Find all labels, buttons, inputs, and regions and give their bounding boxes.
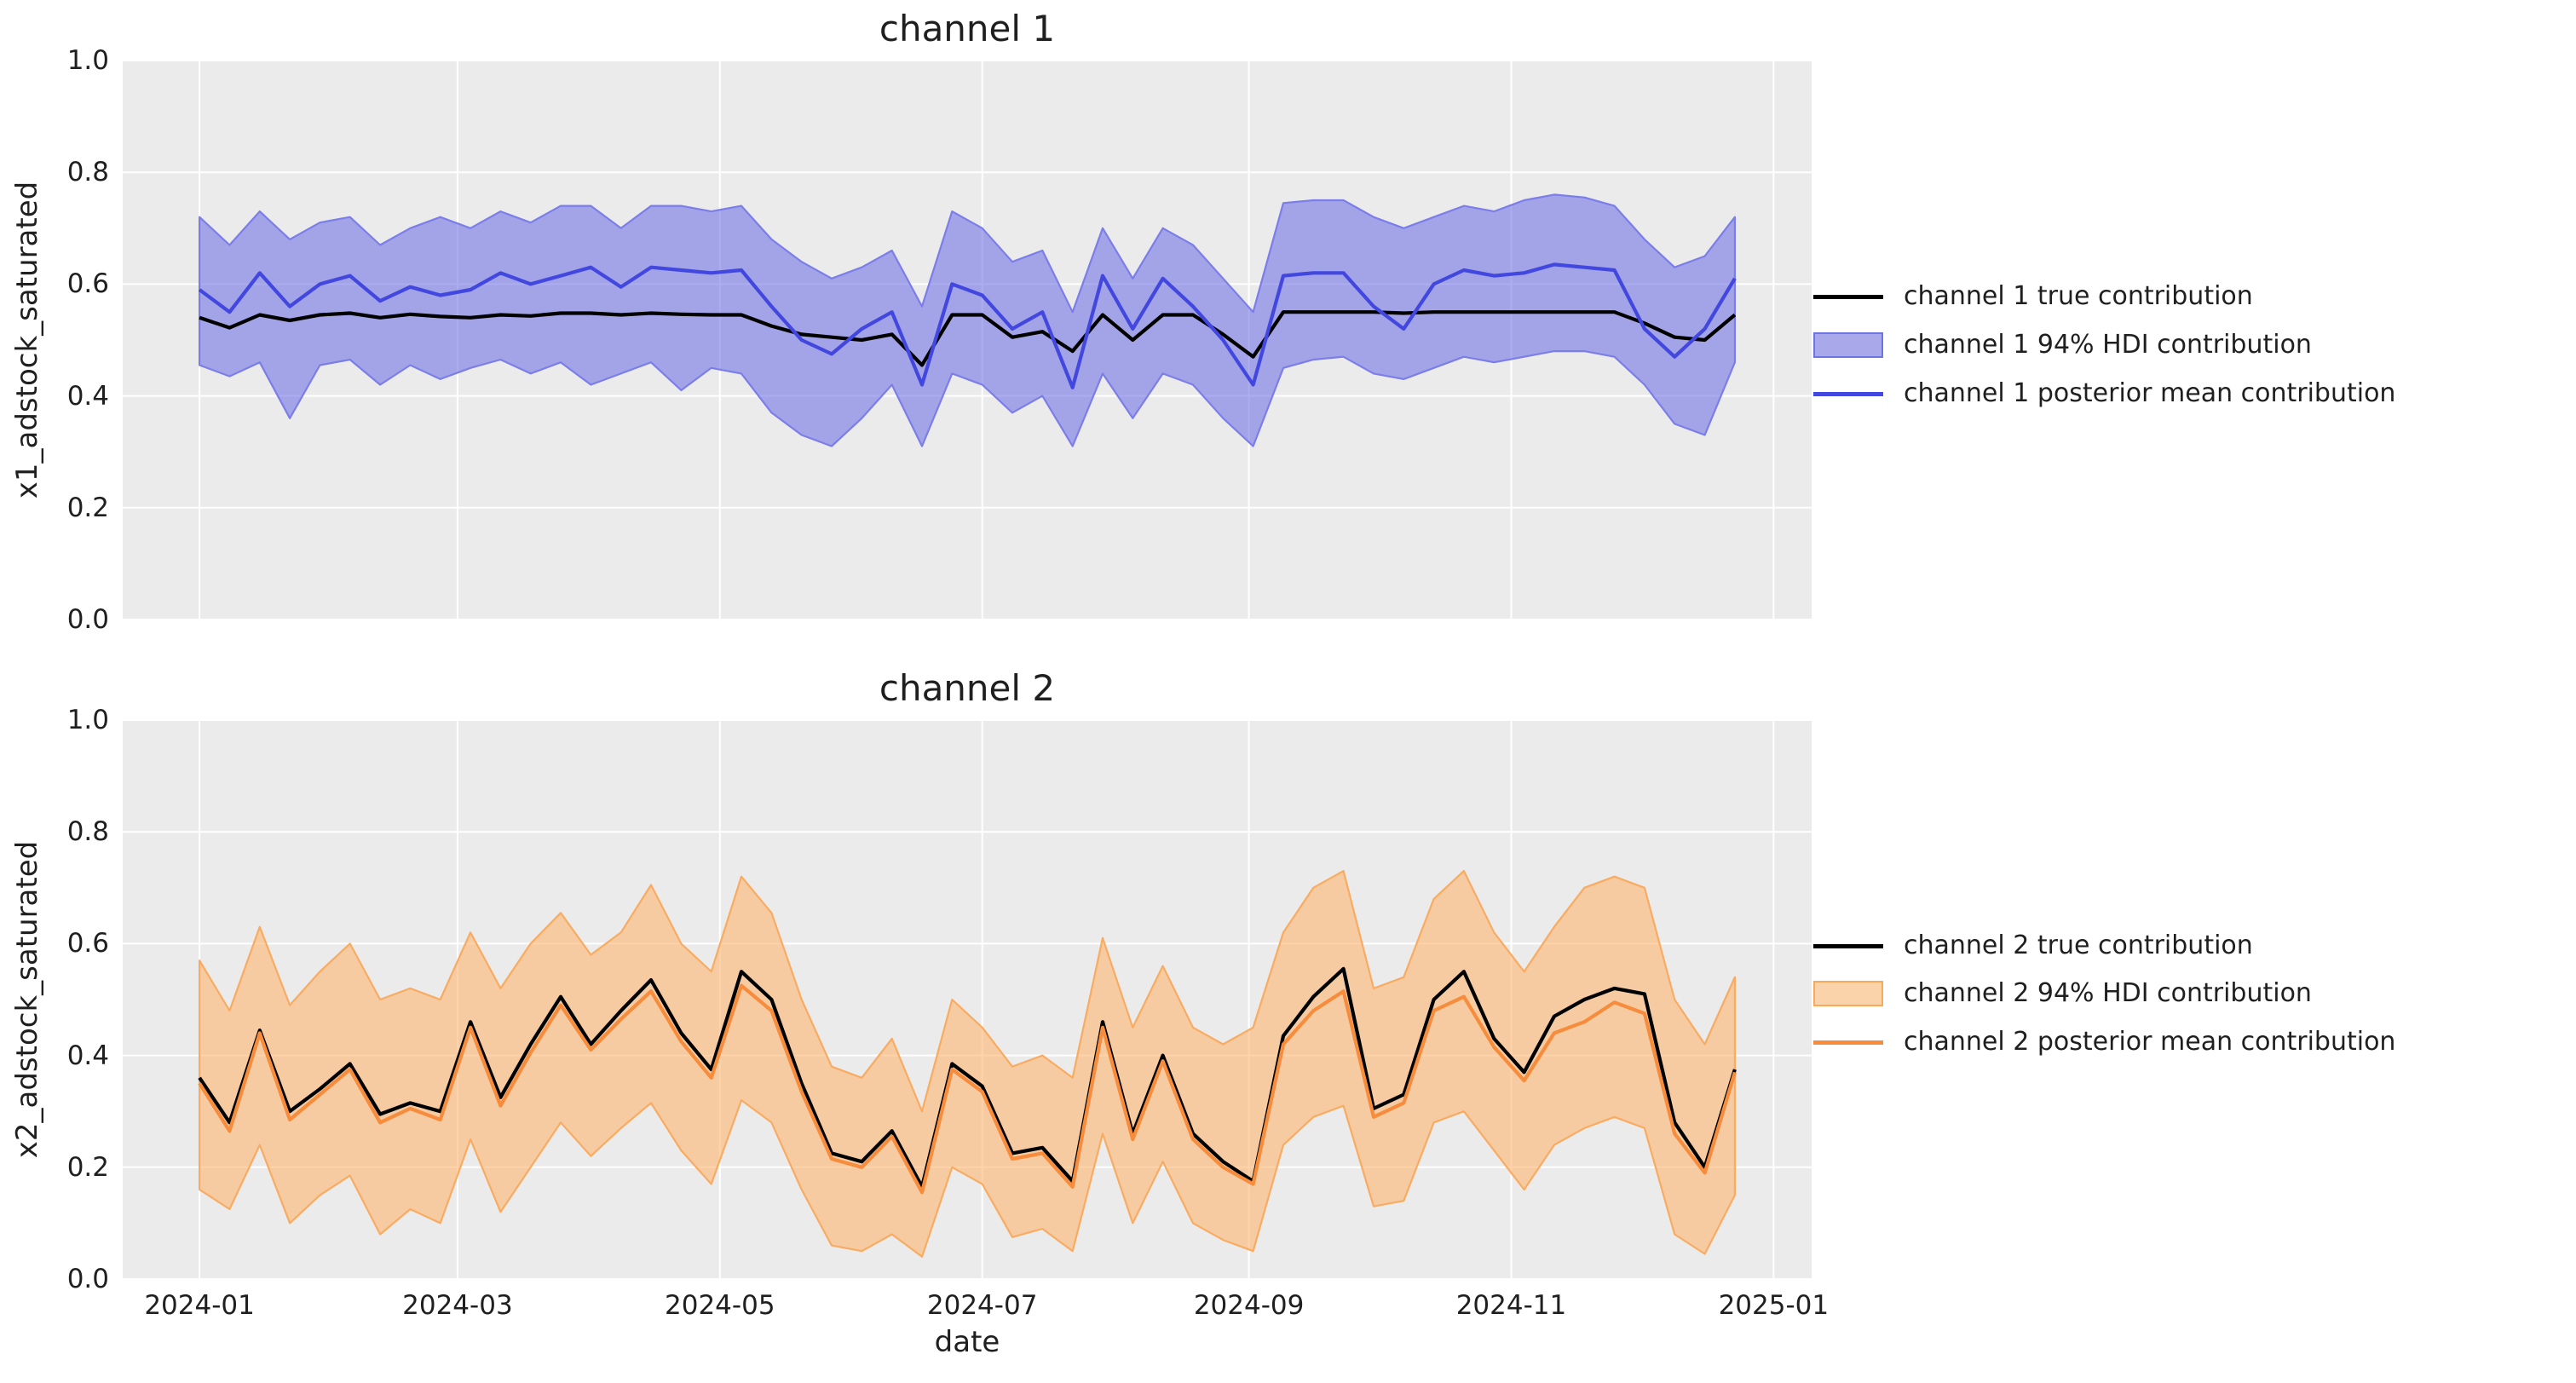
legend-row-hdi-contribution: channel 2 94% HDI contribution	[1813, 978, 2312, 1009]
x-tick-label: 2024-05	[665, 1290, 775, 1321]
x-tick-label: 2024-09	[1193, 1290, 1305, 1321]
y-tick-label: 0.2	[66, 492, 109, 523]
posterior-mean-line-swatch-icon	[1813, 1040, 1883, 1045]
chart-title-channel-2: channel 2	[879, 667, 1056, 709]
y-tick-label: 0.4	[66, 380, 109, 412]
x-axis-label: date	[934, 1325, 1000, 1359]
legend-row-hdi-contribution: channel 1 94% HDI contribution	[1813, 330, 2312, 360]
chart-title-channel-1: channel 1	[879, 8, 1056, 49]
true-line-swatch-icon	[1813, 294, 1883, 299]
legend-row-true-contribution: channel 2 true contribution	[1813, 931, 2253, 961]
x-tick-label: 2024-01	[144, 1290, 255, 1321]
y-tick-label: 1.0	[66, 705, 109, 735]
y-tick-label: 0.8	[66, 816, 109, 848]
legend-row-true-contribution: channel 1 true contribution	[1813, 281, 2253, 312]
posterior-mean-line-swatch-icon	[1813, 391, 1883, 396]
legend-row-posterior-mean: channel 1 posterior mean contribution	[1813, 378, 2395, 409]
true-line-swatch-icon	[1813, 943, 1883, 948]
legend-label-posterior-mean: channel 2 posterior mean contribution	[1904, 1027, 2396, 1057]
y-tick-label: 1.0	[66, 45, 109, 76]
plot-area-channel-1	[123, 61, 1812, 619]
y-tick-label: 0.6	[66, 928, 109, 959]
legend-label-hdi: channel 1 94% HDI contribution	[1904, 330, 2312, 360]
y-tick-label: 0.0	[66, 1264, 109, 1294]
hdi-band-swatch-icon	[1813, 332, 1883, 358]
x-tick-label: 2024-11	[1455, 1290, 1567, 1321]
y-tick-label: 0.4	[66, 1040, 109, 1071]
legend-row-posterior-mean: channel 2 posterior mean contribution	[1813, 1027, 2395, 1057]
legend-label-hdi: channel 2 94% HDI contribution	[1904, 978, 2312, 1008]
x-tick-label: 2024-03	[402, 1290, 513, 1321]
y-tick-label: 0.0	[66, 604, 109, 635]
x-tick-label: 2024-07	[926, 1290, 1038, 1321]
legend-label-true: channel 1 true contribution	[1904, 281, 2253, 311]
hdi-band-swatch-icon	[1813, 981, 1883, 1006]
legend-label-true: channel 2 true contribution	[1904, 931, 2253, 960]
y-tick-label: 0.8	[66, 157, 109, 188]
legend-label-posterior-mean: channel 1 posterior mean contribution	[1904, 378, 2396, 408]
x-tick-label: 2025-01	[1718, 1290, 1830, 1321]
y-tick-label: 0.6	[66, 268, 109, 300]
plot-area-channel-2	[123, 720, 1812, 1279]
y-tick-label: 0.2	[66, 1151, 109, 1183]
